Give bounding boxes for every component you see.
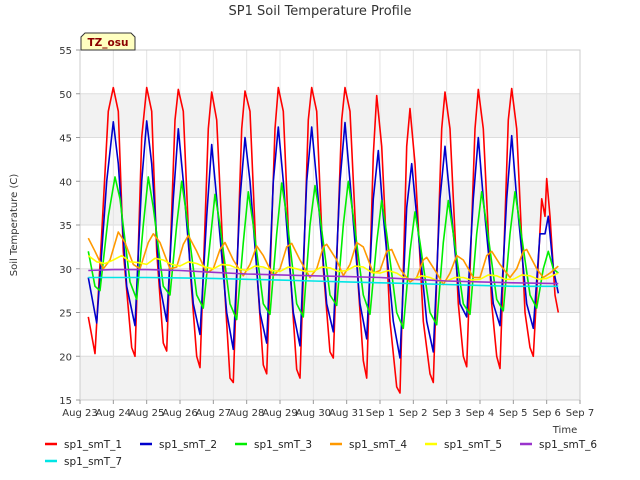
legend-item-sp1_smT_5: sp1_smT_5 (425, 439, 502, 451)
x-tick-label: Sep 1 (366, 408, 394, 419)
y-tick-label: 40 (59, 177, 72, 188)
x-tick-label: Aug 27 (196, 408, 231, 419)
legend-item-sp1_smT_7: sp1_smT_7 (45, 456, 122, 468)
y-axis-title: Soil Temperature (C) (9, 174, 20, 277)
series-lines (87, 86, 560, 394)
legend: sp1_smT_1 sp1_smT_2 sp1_smT_3 sp1_smT_4 sp1_… (45, 439, 597, 468)
x-tick-label: Aug 26 (162, 408, 197, 419)
timezone-label: TZ_osu (88, 37, 129, 49)
y-tick-label: 20 (59, 352, 72, 363)
series-line-sp1_smT_7 (88, 276, 559, 288)
timezone-badge: TZ_osu (80, 32, 136, 51)
x-tick-label: Sep 7 (566, 408, 594, 419)
plot-band (80, 181, 580, 225)
x-tick-label: Sep 5 (499, 408, 527, 419)
legend-item-sp1_smT_3: sp1_smT_3 (235, 439, 312, 451)
legend-item-sp1_smT_6: sp1_smT_6 (520, 439, 597, 451)
x-axis-title: Time (552, 425, 577, 436)
x-tick-label: Aug 25 (129, 408, 164, 419)
y-tick-label: 45 (59, 134, 72, 145)
legend-label: sp1_smT_3 (254, 439, 312, 451)
legend-item-sp1_smT_4: sp1_smT_4 (330, 439, 407, 451)
legend-label: sp1_smT_2 (159, 439, 217, 451)
legend-item-sp1_smT_2: sp1_smT_2 (140, 439, 217, 451)
legend-label: sp1_smT_7 (64, 456, 122, 468)
series-line-sp1_smT_3 (87, 176, 559, 330)
x-tick-label: Sep 6 (532, 408, 560, 419)
y-tick-label: 55 (59, 46, 72, 57)
x-tick-label: Aug 23 (62, 408, 97, 419)
plot-band (80, 356, 580, 400)
series-line-sp1_smT_5 (87, 254, 559, 282)
y-tick-label: 30 (59, 265, 72, 276)
x-tick-label: Aug 30 (296, 408, 331, 419)
plot-band (80, 50, 580, 94)
legend-label: sp1_smT_5 (444, 439, 502, 451)
x-tick-label: Aug 31 (329, 408, 364, 419)
series-line-sp1_smT_6 (88, 268, 559, 285)
y-tick-label: 35 (59, 221, 72, 232)
legend-item-sp1_smT_1: sp1_smT_1 (45, 439, 122, 451)
legend-label: sp1_smT_1 (64, 439, 122, 451)
y-tick-label: 15 (59, 396, 72, 407)
plot-band (80, 137, 580, 182)
timezone-badge-shape (80, 32, 136, 51)
x-tick-label: Sep 2 (399, 408, 427, 419)
x-tick-label: Aug 28 (229, 408, 264, 419)
x-tick-label: Sep 3 (432, 408, 460, 419)
legend-label: sp1_smT_6 (539, 439, 597, 451)
series-line-sp1_smT_4 (87, 231, 559, 286)
y-tick-label: 50 (59, 90, 72, 101)
y-tick-label: 25 (59, 309, 72, 320)
x-tick-label: Aug 24 (96, 408, 131, 419)
legend-label: sp1_smT_4 (349, 439, 407, 451)
x-tick-label: Sep 4 (466, 408, 494, 419)
plot-band (80, 225, 580, 269)
plot-band (80, 93, 580, 138)
chart-title: SP1 Soil Temperature Profile (229, 4, 412, 19)
x-tick-label: Aug 29 (262, 408, 297, 419)
y-axis-ticks: 15 20 25 30 35 40 45 50 55 (59, 46, 80, 407)
